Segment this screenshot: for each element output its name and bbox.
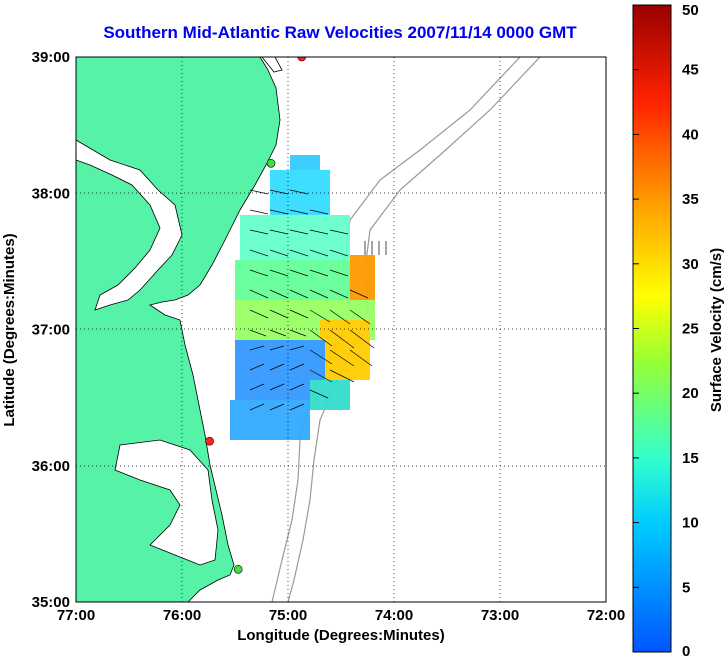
colorbar-tick-label: 5 (682, 579, 690, 596)
map-title: Southern Mid-Atlantic Raw Velocities 200… (103, 23, 577, 42)
station-marker (266, 158, 276, 168)
y-tick-label: 38:00 (32, 185, 70, 202)
colorbar-tick-label: 35 (682, 191, 699, 208)
colorbar-tick-label: 40 (682, 126, 699, 143)
colorbar-tick-label: 10 (682, 515, 699, 532)
x-tick-label: 74:00 (375, 607, 413, 624)
y-tick-label: 39:00 (32, 49, 70, 66)
x-axis-label: Longitude (Degrees:Minutes) (237, 627, 445, 644)
y-axis-label: Latitude (Degrees:Minutes) (1, 233, 18, 426)
x-tick-label: 77:00 (57, 607, 95, 624)
y-tick-label: 35:00 (32, 594, 70, 611)
colorbar-ticks: 0 5 10 15 20 25 30 35 40 45 50 (633, 2, 699, 659)
colorbar-tick-label: 15 (682, 450, 699, 467)
colorbar-tick-label: 0 (682, 643, 690, 659)
colorbar-tick-label: 20 (682, 385, 699, 402)
station-marker (297, 57, 307, 62)
station-marker (233, 564, 243, 574)
x-tick-label: 75:00 (269, 607, 307, 624)
colorbar-tick-label: 25 (682, 321, 699, 338)
plot-frame (75, 56, 607, 603)
grid-lines (76, 57, 606, 602)
colorbar-tick-label: 30 (682, 256, 699, 273)
pamlico-sound (114, 439, 219, 566)
x-tick-label: 72:00 (587, 607, 625, 624)
stations (205, 57, 307, 574)
colorbar-tick-label: 45 (682, 62, 699, 79)
station-marker (205, 436, 214, 446)
delaware-bay (261, 57, 283, 73)
colorbar-label: Surface Velocity (cm/s) (708, 248, 724, 412)
colorbar-tick-label: 50 (682, 2, 699, 19)
colorbar (632, 4, 672, 653)
x-tick-label: 76:00 (163, 607, 201, 624)
velocity-vectors (249, 189, 387, 411)
map-area (76, 57, 606, 602)
y-ticks: 35:00 36:00 37:00 38:00 39:00 (32, 49, 70, 611)
x-ticks: 77:00 76:00 75:00 74:00 73:00 72:00 (57, 607, 625, 624)
y-tick-label: 37:00 (32, 322, 70, 339)
y-tick-label: 36:00 (32, 458, 70, 475)
chesapeake-bay (76, 139, 183, 311)
x-tick-label: 73:00 (481, 607, 519, 624)
